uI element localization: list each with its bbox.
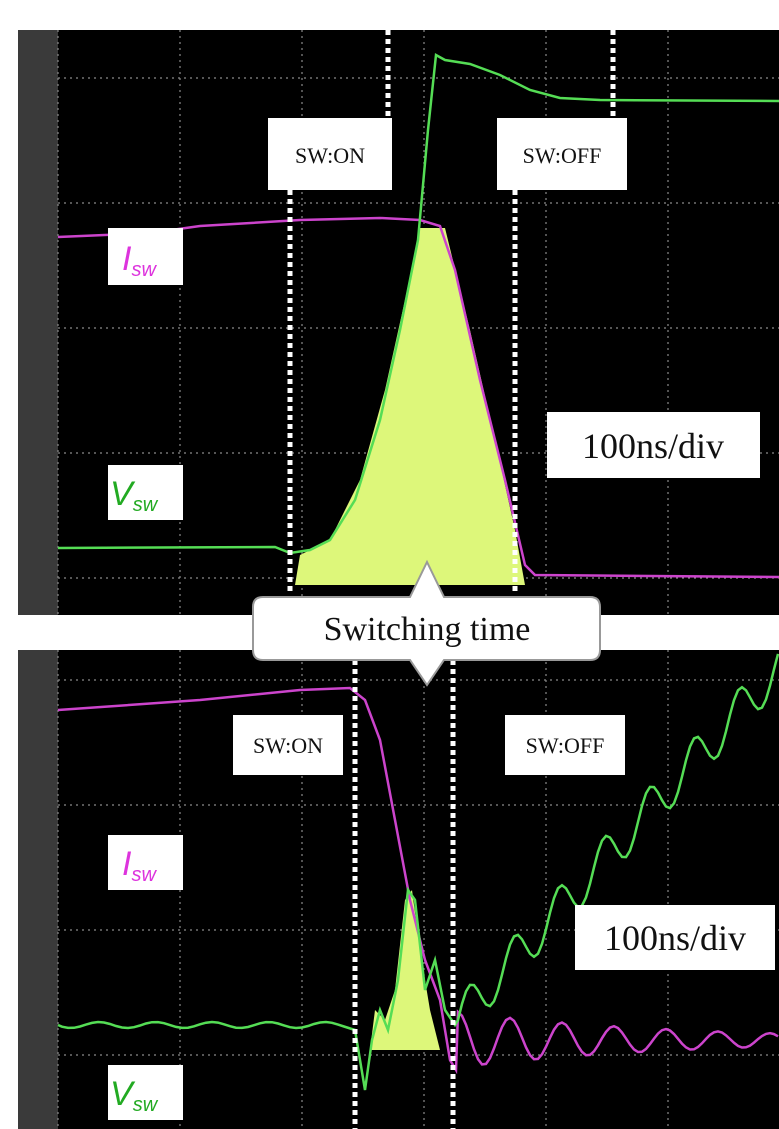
callout-text: Switching time	[324, 611, 531, 648]
subscript: sw	[133, 1094, 159, 1116]
off-marker-label: SW:OFF	[526, 733, 605, 758]
oscilloscope-figure: SW:ON SW:OFF Isw Vsw 100ns/div SW:ON SW:…	[0, 0, 779, 1129]
subscript: sw	[131, 259, 157, 281]
on-marker-label: SW:ON	[253, 733, 323, 758]
off-marker-label: SW:OFF	[523, 143, 602, 168]
scope-side-strip	[18, 650, 58, 1129]
timebase-label: 100ns/div	[582, 426, 724, 466]
scope-side-strip	[18, 30, 58, 615]
on-marker-label: SW:ON	[295, 143, 365, 168]
timebase-label: 100ns/div	[604, 918, 746, 958]
subscript: sw	[133, 494, 159, 516]
subscript: sw	[131, 864, 157, 886]
